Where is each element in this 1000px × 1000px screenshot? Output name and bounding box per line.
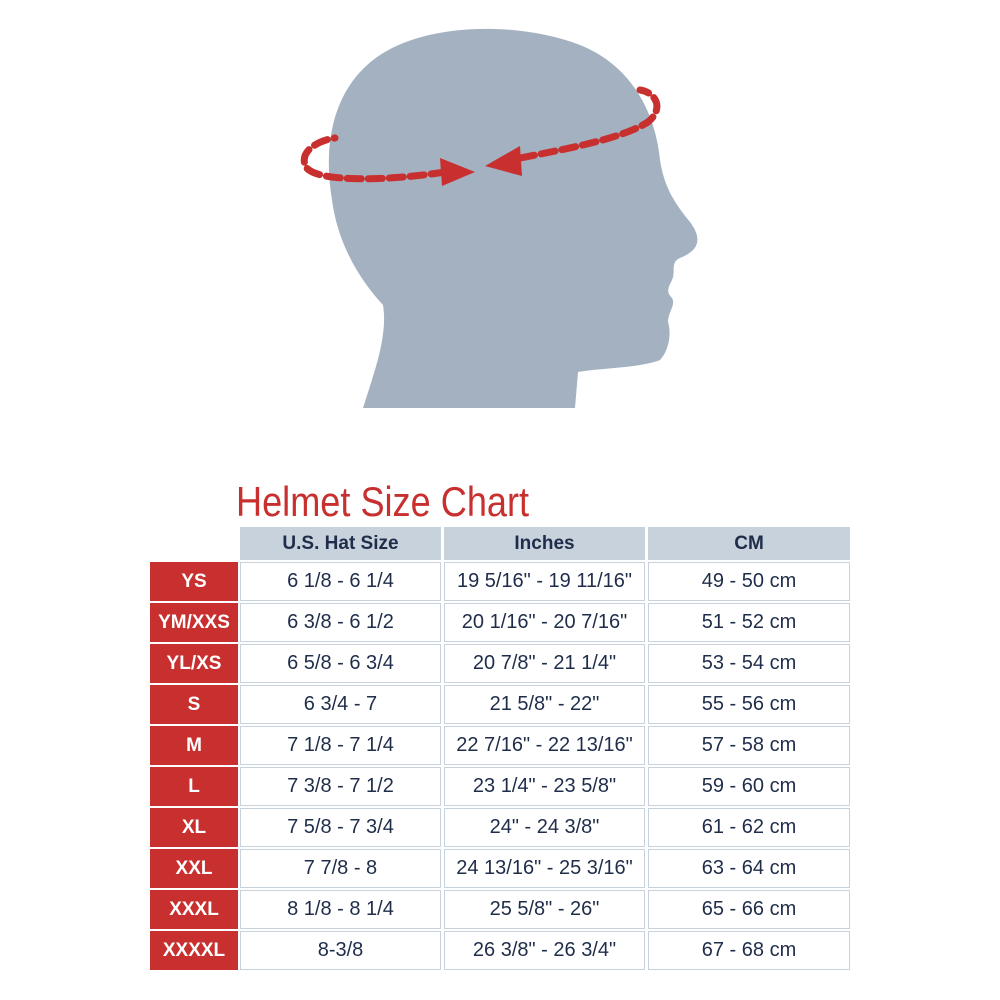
arrow-left-icon <box>485 146 522 176</box>
inches-cell: 24 13/16" - 25 3/16" <box>444 849 645 888</box>
cm-cell: 65 - 66 cm <box>648 890 850 929</box>
size-label: XXL <box>150 849 238 888</box>
inches-cell: 21 5/8" - 22" <box>444 685 645 724</box>
column-header-hat-size: U.S. Hat Size <box>240 527 441 560</box>
size-label: XXXL <box>150 890 238 929</box>
page-title: Helmet Size Chart <box>236 478 530 525</box>
inches-cell: 20 7/8" - 21 1/4" <box>444 644 645 683</box>
hat-size-cell: 7 7/8 - 8 <box>240 849 441 888</box>
size-label: XXXXL <box>150 931 238 970</box>
cm-cell: 59 - 60 cm <box>648 767 850 806</box>
size-label: S <box>150 685 238 724</box>
hat-size-cell: 6 5/8 - 6 3/4 <box>240 644 441 683</box>
hat-size-cell: 6 1/8 - 6 1/4 <box>240 562 441 601</box>
cm-cell: 49 - 50 cm <box>648 562 850 601</box>
column-header-cm: CM <box>648 527 850 560</box>
inches-cell: 19 5/16" - 19 11/16" <box>444 562 645 601</box>
cm-cell: 63 - 64 cm <box>648 849 850 888</box>
inches-cell: 22 7/16" - 22 13/16" <box>444 726 645 765</box>
head-silhouette <box>328 28 698 408</box>
hat-size-cell: 8 1/8 - 8 1/4 <box>240 890 441 929</box>
size-label: M <box>150 726 238 765</box>
cm-cell: 57 - 58 cm <box>648 726 850 765</box>
inches-cell: 20 1/16" - 20 7/16" <box>444 603 645 642</box>
size-label: YS <box>150 562 238 601</box>
cm-cell: 53 - 54 cm <box>648 644 850 683</box>
size-label: XL <box>150 808 238 847</box>
inches-cell: 25 5/8" - 26" <box>444 890 645 929</box>
cm-cell: 51 - 52 cm <box>648 603 850 642</box>
hat-size-cell: 7 3/8 - 7 1/2 <box>240 767 441 806</box>
size-label: YM/XXS <box>150 603 238 642</box>
inches-cell: 24" - 24 3/8" <box>444 808 645 847</box>
measuring-tape-dashed-loop <box>300 86 661 183</box>
arrow-right-icon <box>440 158 475 186</box>
column-header-inches: Inches <box>444 527 645 560</box>
size-label: YL/XS <box>150 644 238 683</box>
hat-size-cell: 7 5/8 - 7 3/4 <box>240 808 441 847</box>
cm-cell: 61 - 62 cm <box>648 808 850 847</box>
hat-size-cell: 6 3/4 - 7 <box>240 685 441 724</box>
inches-cell: 26 3/8" - 26 3/4" <box>444 931 645 970</box>
cm-cell: 55 - 56 cm <box>648 685 850 724</box>
head-circumference-measurement-icon <box>300 28 698 408</box>
hat-size-cell: 7 1/8 - 7 1/4 <box>240 726 441 765</box>
hat-size-cell: 6 3/8 - 6 1/2 <box>240 603 441 642</box>
hat-size-cell: 8-3/8 <box>240 931 441 970</box>
cm-cell: 67 - 68 cm <box>648 931 850 970</box>
inches-cell: 23 1/4" - 23 5/8" <box>444 767 645 806</box>
size-label: L <box>150 767 238 806</box>
